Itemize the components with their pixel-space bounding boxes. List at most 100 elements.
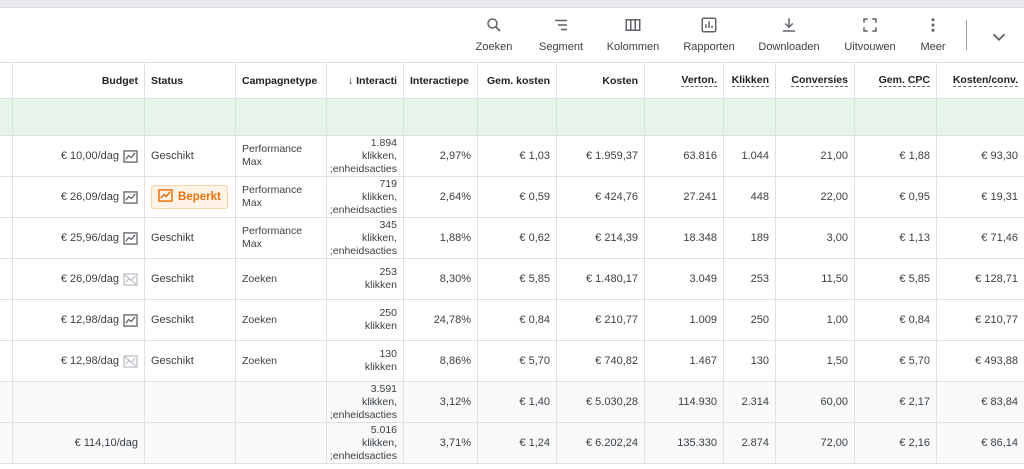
table-row[interactable]: € 26,09/dag Beperkt Performance Max 719 k… <box>0 177 1024 218</box>
cost-cell: € 740,82 <box>557 341 645 381</box>
interaction-rate-cell: 3,12% <box>404 382 478 422</box>
row-spacer <box>0 259 13 299</box>
budget-value: € 114,10/dag <box>74 437 138 449</box>
conversions-value: 1,50 <box>826 355 848 367</box>
interactions-cell: 1.894 klikken, ;enheidsacties <box>327 136 404 176</box>
campaign-type-cell: Performance Max <box>236 136 327 176</box>
clicks-value: 250 <box>750 314 769 326</box>
campaign-table: Budget Status Campagnetype ↓ Interacti In… <box>0 62 1024 464</box>
download-icon <box>778 14 800 36</box>
search-button[interactable]: Zoeken <box>454 14 534 53</box>
header-clicks[interactable]: Klikken <box>724 63 776 98</box>
download-button[interactable]: Downloaden <box>749 14 829 53</box>
interaction-rate-cell: 2,97% <box>404 136 478 176</box>
status-label: Geschikt <box>151 314 194 326</box>
avg-cost-cell: € 1,40 <box>478 382 557 422</box>
header-avg-cost[interactable]: Gem. kosten <box>478 63 557 98</box>
clicks-value: 2.314 <box>741 396 769 408</box>
header-interaction-rate[interactable]: Interactiepe <box>404 63 478 98</box>
header-campaign-type[interactable]: Campagnetype <box>236 63 327 98</box>
budget-value: € 26,09/dag <box>60 191 119 203</box>
interactions-cell: 345 klikken, ;enheidsacties <box>327 218 404 258</box>
header-budget[interactable]: Budget <box>9 63 145 98</box>
budget-cell[interactable]: € 12,98/dag <box>9 341 145 381</box>
chevron-down-icon[interactable] <box>988 26 1010 48</box>
expand-label: Uitvouwen <box>844 41 896 53</box>
conversions-cell: 1,00 <box>776 300 855 340</box>
budget-cell[interactable]: € 26,09/dag <box>9 177 145 217</box>
download-label: Downloaden <box>758 41 820 53</box>
more-button[interactable]: Meer <box>893 14 973 53</box>
campaign-type: Zoeken <box>242 272 278 285</box>
impressions-value: 3.049 <box>689 273 717 285</box>
budget-chart-icon[interactable] <box>123 149 138 163</box>
clicks-value: 189 <box>750 232 769 244</box>
expand-button[interactable]: Uitvouwen <box>830 14 910 53</box>
status-label: Geschikt <box>151 355 194 367</box>
header-cost-per-conv[interactable]: Kosten/conv. <box>952 74 1018 87</box>
impressions-value: 1.467 <box>689 355 717 367</box>
budget-chart-icon[interactable] <box>123 272 138 286</box>
row-spacer <box>0 423 13 463</box>
clicks-cell: 253 <box>724 259 776 299</box>
avg-cost-cell: € 1,03 <box>478 136 557 176</box>
header-status[interactable]: Status <box>145 63 236 98</box>
toolbar-divider <box>966 20 967 50</box>
conversions-cell: 1,50 <box>776 341 855 381</box>
budget-chart-icon[interactable] <box>123 354 138 368</box>
budget-cell[interactable]: € 25,96/dag <box>9 218 145 258</box>
campaign-type: Zoeken <box>242 354 278 367</box>
avg-cost-cell: € 5,85 <box>478 259 557 299</box>
budget-cell[interactable]: € 114,10/dag <box>9 423 145 463</box>
columns-button[interactable]: Kolommen <box>593 14 673 53</box>
header-cost[interactable]: Kosten <box>557 63 645 98</box>
budget-chart-icon[interactable] <box>123 231 138 245</box>
avg-cost-value: € 1,40 <box>519 396 550 408</box>
table-row[interactable]: € 114,10/dag 5.016 klikken, ;enheidsactie… <box>0 423 1024 464</box>
blank-cell <box>645 99 724 135</box>
status-label: Geschikt <box>151 150 194 162</box>
segment-button[interactable]: Segment <box>521 14 601 53</box>
row-spacer <box>0 177 13 217</box>
header-interactions[interactable]: ↓ Interacti <box>327 63 404 98</box>
segment-label: Segment <box>538 41 584 53</box>
interaction-rate-cell: 3,71% <box>404 423 478 463</box>
header-conversions[interactable]: Conversies <box>776 63 855 98</box>
impressions-value: 1.009 <box>689 314 717 326</box>
status-cell: Geschikt <box>145 136 236 176</box>
table-row[interactable]: € 12,98/dag Geschikt Zoeken 130 klikken 8… <box>0 341 1024 382</box>
table-row[interactable]: € 12,98/dag Geschikt Zoeken 250 klikken 2… <box>0 300 1024 341</box>
budget-chart-icon[interactable] <box>123 313 138 327</box>
table-row[interactable]: 3.591 klikken, ;enheidsacties 3,12% € 1,4… <box>0 382 1024 423</box>
header-avg-cpc[interactable]: Gem. CPC <box>855 63 937 98</box>
budget-chart-icon[interactable] <box>123 190 138 204</box>
search-label: Zoeken <box>475 41 513 53</box>
table-row[interactable]: € 10,00/dag Geschikt Performance Max 1.8… <box>0 136 1024 177</box>
clicks-cell: 2.314 <box>724 382 776 422</box>
interactions-value: 719 klikken, ;enheidsacties <box>329 177 398 216</box>
cost-cell: € 424,76 <box>557 177 645 217</box>
campaign-type-cell: Zoeken <box>236 341 327 381</box>
avg-cost-value: € 0,84 <box>519 314 550 326</box>
interactions-cell: 253 klikken <box>327 259 404 299</box>
table-row[interactable]: € 25,96/dag Geschikt Performance Max 345… <box>0 218 1024 259</box>
header-impressions[interactable]: Verton. <box>645 63 724 98</box>
budget-cell[interactable]: € 10,00/dag <box>9 136 145 176</box>
budget-cell[interactable]: € 26,09/dag <box>9 259 145 299</box>
avg-cpc-cell: € 0,95 <box>855 177 937 217</box>
clicks-cell: 448 <box>724 177 776 217</box>
budget-value: € 10,00/dag <box>60 150 119 162</box>
avg-cpc-value: € 2,17 <box>899 396 930 408</box>
status-label: Beperkt <box>178 191 221 203</box>
clicks-cell: 189 <box>724 218 776 258</box>
reports-button[interactable]: Rapporten <box>669 14 749 53</box>
status-badge[interactable]: Beperkt <box>151 185 228 209</box>
budget-cell[interactable] <box>9 382 145 422</box>
more-vert-icon <box>922 14 944 36</box>
budget-cell[interactable]: € 12,98/dag <box>9 300 145 340</box>
impressions-cell: 3.049 <box>645 259 724 299</box>
budget-wrap: € 26,09/dag <box>60 190 138 204</box>
conversions-value: 60,00 <box>820 396 848 408</box>
table-row[interactable]: € 26,09/dag Geschikt Zoeken 253 klikken 8… <box>0 259 1024 300</box>
conversions-value: 72,00 <box>820 437 848 449</box>
